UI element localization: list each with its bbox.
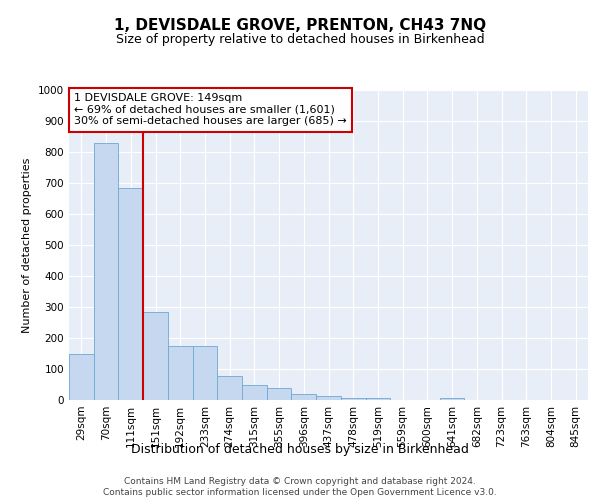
Bar (365, 398, 390, 400)
Bar (94, 142, 118, 400)
Text: 1 DEVISDALE GROVE: 149sqm
← 69% of detached houses are smaller (1,601)
30% of se: 1 DEVISDALE GROVE: 149sqm ← 69% of detac… (74, 93, 347, 126)
Y-axis label: Number of detached properties: Number of detached properties (22, 158, 32, 332)
Bar (440, 398, 464, 400)
Text: 1, DEVISDALE GROVE, PRENTON, CH43 7NQ: 1, DEVISDALE GROVE, PRENTON, CH43 7NQ (114, 18, 486, 32)
Text: Contains HM Land Registry data © Crown copyright and database right 2024.
Contai: Contains HM Land Registry data © Crown c… (103, 478, 497, 497)
Bar (168, 346, 193, 400)
Bar (316, 396, 341, 400)
Bar (193, 346, 217, 400)
Bar (118, 188, 143, 400)
Text: Distribution of detached houses by size in Birkenhead: Distribution of detached houses by size … (131, 442, 469, 456)
Bar (143, 312, 168, 400)
Text: Size of property relative to detached houses in Birkenhead: Size of property relative to detached ho… (116, 32, 484, 46)
Bar (341, 398, 365, 400)
Bar (292, 394, 316, 400)
Bar (217, 376, 242, 400)
Bar (69, 354, 94, 400)
Bar (267, 388, 292, 400)
Bar (242, 385, 267, 400)
